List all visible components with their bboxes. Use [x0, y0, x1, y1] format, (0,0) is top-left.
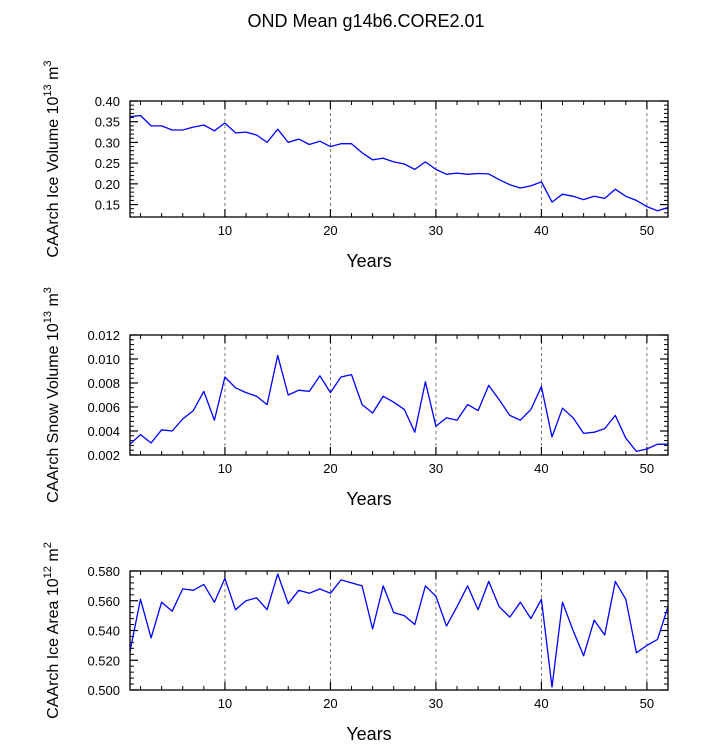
chart-title: OND Mean g14b6.CORE2.01: [247, 11, 484, 31]
y-tick-label: 0.35: [95, 115, 120, 130]
y-axis-label-unit: m: [45, 293, 62, 311]
panel-3: 10 20 30 40 50 0.500 0.520 0.540 0.560 0.580 Years…: [42, 542, 669, 744]
x-tick-label: 50: [640, 223, 654, 238]
y-axis-label-unit-exponent: 3: [42, 287, 54, 293]
y-tick-label: 0.40: [95, 94, 120, 109]
y-axis-label: CAArch Ice Volume 1013 m3: [42, 60, 62, 257]
y-axis-label-unit: m: [45, 67, 62, 85]
x-tick-label: 10: [218, 223, 232, 238]
y-axis-label-text: CAArch Ice Area 10: [45, 578, 62, 719]
series-line: [129, 354, 668, 453]
y-tick-label: 0.15: [95, 198, 120, 213]
y-axis-label-text: CAArch Snow Volume 10: [45, 323, 62, 503]
x-tick-label: 50: [640, 696, 654, 711]
x-axis-label: Years: [346, 251, 391, 271]
y-tick-label: 0.520: [87, 653, 120, 668]
y-tick-label: 0.002: [87, 448, 120, 463]
y-axis-label-unit: m: [45, 548, 62, 566]
chart-panels: 10 20 30 40 50 0.15 0.20 0.25 0.30 0.35 0.40 Years C…: [42, 60, 669, 744]
x-tick-label: 40: [534, 696, 548, 711]
y-axis-label-exponent: 12: [42, 566, 54, 578]
y-axis-label: CAArch Snow Volume 1013 m3: [42, 287, 62, 503]
x-tick-label: 20: [323, 223, 337, 238]
y-axis-label-unit-exponent: 2: [42, 542, 54, 548]
x-tick-label: 50: [640, 461, 654, 476]
plot-frame: [129, 100, 669, 218]
y-tick-label: 0.006: [87, 400, 120, 415]
x-tick-label: 30: [429, 696, 443, 711]
x-tick-label: 30: [429, 461, 443, 476]
y-axis-label: CAArch Ice Area 1012 m2: [42, 542, 62, 719]
x-tick-label: 10: [218, 461, 232, 476]
y-tick-label: 0.560: [87, 594, 120, 609]
series-line: [129, 114, 669, 212]
y-tick-label: 0.004: [87, 424, 120, 439]
y-tick-label: 0.010: [87, 352, 120, 367]
plot-frame: [129, 570, 669, 691]
y-tick-label: 0.25: [95, 156, 120, 171]
x-tick-label: 10: [218, 696, 232, 711]
x-axis-label: Years: [346, 724, 391, 744]
x-tick-label: 40: [534, 461, 548, 476]
y-tick-label: 0.008: [87, 376, 120, 391]
y-tick-label: 0.20: [95, 177, 120, 192]
y-tick-label: 0.500: [87, 683, 120, 698]
y-axis-label-text: CAArch Ice Volume 10: [45, 96, 62, 257]
y-axis-label-exponent: 13: [42, 84, 54, 96]
y-tick-label: 0.30: [95, 135, 120, 150]
y-tick-label: 0.580: [87, 564, 120, 579]
plot-frame: [129, 334, 669, 456]
y-tick-label: 0.540: [87, 624, 120, 639]
x-tick-label: 30: [429, 223, 443, 238]
y-axis-label-unit-exponent: 3: [42, 60, 54, 66]
panel-1: 10 20 30 40 50 0.15 0.20 0.25 0.30 0.35 0.40 Years C…: [42, 60, 669, 271]
x-tick-label: 20: [323, 461, 337, 476]
series-line: [129, 573, 669, 688]
x-axis-label: Years: [346, 489, 391, 509]
x-tick-label: 40: [534, 223, 548, 238]
y-axis-label-exponent: 13: [42, 311, 54, 323]
x-tick-label: 20: [323, 696, 337, 711]
panel-2: 10 20 30 40 50 0.002 0.004 0.006 0.008 0.010 0.012…: [42, 287, 669, 509]
y-tick-label: 0.012: [87, 328, 120, 343]
